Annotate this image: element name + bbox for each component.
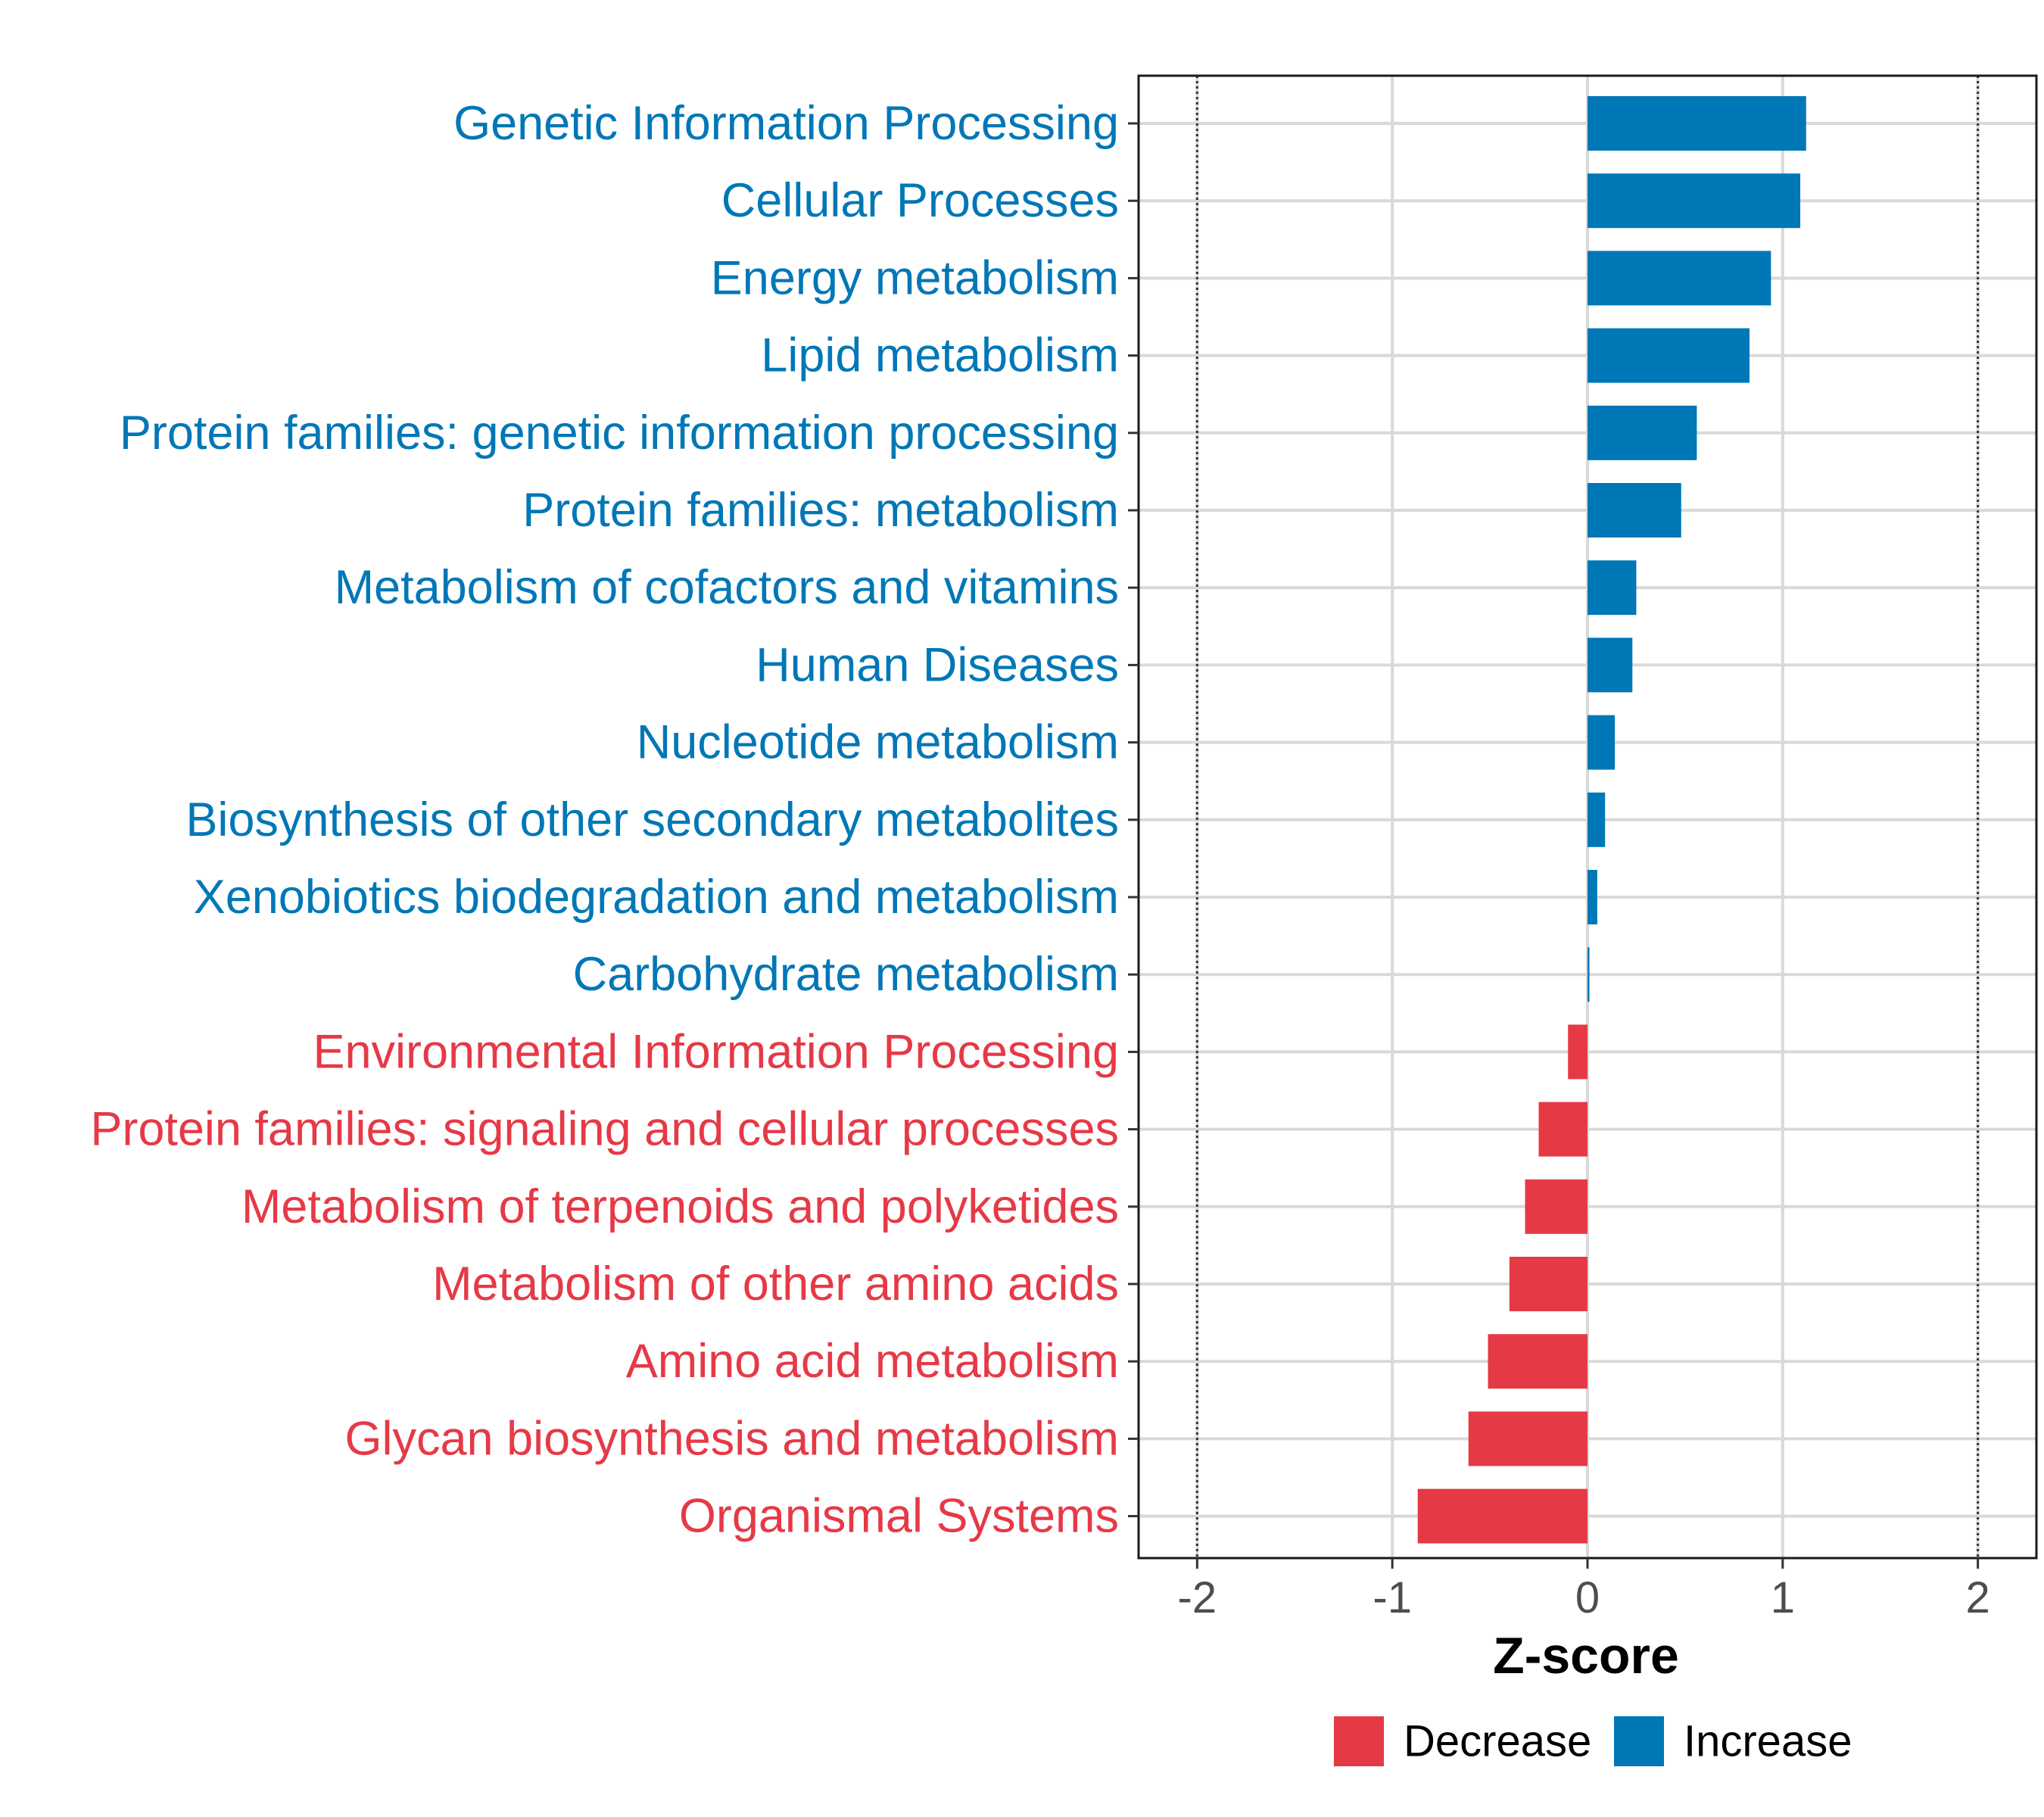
- category-label: Protein families: metabolism: [522, 484, 1119, 537]
- category-label: Carbohydrate metabolism: [573, 948, 1119, 1001]
- bar: [1588, 405, 1697, 460]
- bar: [1525, 1179, 1588, 1234]
- category-label: Glycan biosynthesis and metabolism: [345, 1412, 1120, 1465]
- bar: [1588, 637, 1633, 693]
- bar: [1488, 1334, 1588, 1389]
- bar: [1509, 1257, 1588, 1311]
- bar: [1568, 1024, 1588, 1080]
- category-label: Human Diseases: [756, 638, 1119, 691]
- x-tick-label: -2: [1178, 1573, 1217, 1622]
- x-axis-title: Z-score: [1493, 1627, 1679, 1685]
- x-tick-label: 2: [1966, 1573, 1990, 1622]
- category-label: Genetic Information Processing: [453, 97, 1119, 150]
- bar: [1588, 328, 1750, 383]
- bar: [1468, 1411, 1588, 1466]
- bar: [1588, 483, 1681, 538]
- category-label: Metabolism of other amino acids: [432, 1258, 1119, 1311]
- legend: Decrease Increase: [1334, 1716, 1852, 1766]
- category-label: Biosynthesis of other secondary metaboli…: [185, 793, 1119, 846]
- y-axis-ticks: [1128, 122, 1139, 1518]
- bar: [1588, 715, 1616, 770]
- x-axis-ticks: -2 -1 0 1 2: [1178, 1558, 1990, 1622]
- category-labels: Genetic Information Processing Cellular P…: [90, 97, 1119, 1543]
- legend-swatch: [1334, 1716, 1384, 1766]
- category-label: Metabolism of cofactors and vitamins: [335, 561, 1119, 614]
- x-tick-label: 0: [1575, 1573, 1600, 1622]
- category-label: Xenobiotics biodegradation and metabolis…: [194, 871, 1119, 924]
- legend-label: Increase: [1684, 1717, 1852, 1766]
- bar: [1588, 560, 1637, 616]
- legend-swatch: [1614, 1716, 1664, 1766]
- category-label: Energy metabolism: [711, 251, 1119, 304]
- bar: [1417, 1488, 1588, 1544]
- bar: [1588, 251, 1771, 306]
- category-label: Protein families: signaling and cellular…: [90, 1103, 1119, 1156]
- bar: [1538, 1102, 1588, 1157]
- x-tick-label: -1: [1373, 1573, 1412, 1622]
- category-label: Nucleotide metabolism: [637, 716, 1119, 769]
- bar: [1588, 947, 1590, 1002]
- category-label: Environmental Information Processing: [313, 1025, 1119, 1078]
- category-label: Metabolism of terpenoids and polyketides: [241, 1180, 1119, 1233]
- category-label: Amino acid metabolism: [626, 1335, 1119, 1388]
- bars: [1417, 96, 1806, 1544]
- category-label: Organismal Systems: [679, 1490, 1119, 1543]
- bar: [1588, 870, 1597, 924]
- reference-lines: [1195, 76, 1980, 1558]
- legend-label: Decrease: [1404, 1717, 1591, 1766]
- bar: [1588, 96, 1806, 151]
- bar: [1588, 792, 1606, 847]
- bar: [1588, 173, 1801, 229]
- category-label: Protein families: genetic information pr…: [120, 407, 1119, 460]
- x-tick-label: 1: [1771, 1573, 1795, 1622]
- category-label: Cellular Processes: [721, 174, 1119, 227]
- category-label: Lipid metabolism: [761, 329, 1119, 382]
